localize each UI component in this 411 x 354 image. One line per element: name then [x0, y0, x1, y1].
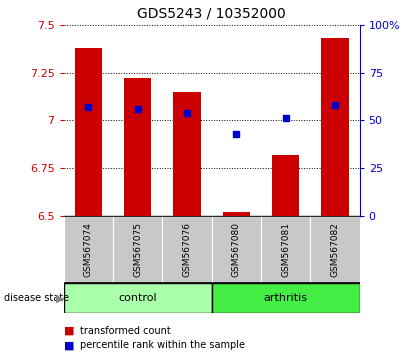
Text: GSM567076: GSM567076	[182, 222, 192, 277]
Bar	[272, 155, 299, 216]
Bar	[173, 92, 201, 216]
Bar	[162, 216, 212, 283]
Bar	[321, 38, 349, 216]
Bar	[64, 283, 212, 313]
Bar	[261, 216, 310, 283]
Bar	[212, 216, 261, 283]
Bar	[113, 216, 162, 283]
Text: transformed count: transformed count	[80, 326, 171, 336]
Bar	[223, 212, 250, 216]
Text: GSM567080: GSM567080	[232, 222, 241, 277]
Text: ▶: ▶	[55, 293, 64, 303]
Text: arthritis: arthritis	[263, 293, 308, 303]
Bar	[212, 283, 360, 313]
Text: GSM567082: GSM567082	[330, 222, 339, 277]
Bar	[310, 216, 360, 283]
Text: GSM567074: GSM567074	[84, 222, 93, 277]
Bar	[124, 78, 151, 216]
Text: ■: ■	[64, 326, 74, 336]
Bar	[64, 216, 113, 283]
Title: GDS5243 / 10352000: GDS5243 / 10352000	[137, 7, 286, 21]
Text: percentile rank within the sample: percentile rank within the sample	[80, 340, 245, 350]
Bar	[75, 48, 102, 216]
Text: GSM567081: GSM567081	[281, 222, 290, 277]
Text: GSM567075: GSM567075	[133, 222, 142, 277]
Text: disease state: disease state	[4, 293, 69, 303]
Text: control: control	[118, 293, 157, 303]
Text: ■: ■	[64, 340, 74, 350]
